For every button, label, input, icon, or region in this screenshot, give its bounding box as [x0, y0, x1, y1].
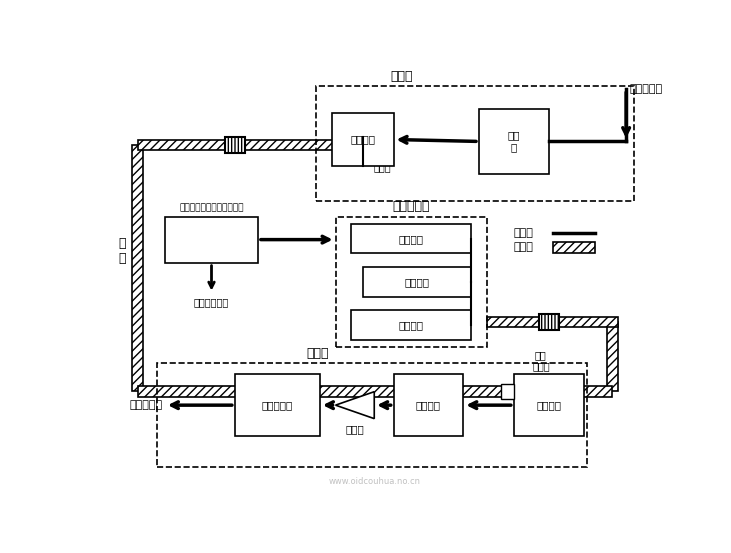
Text: 信号识别器: 信号识别器 [262, 400, 293, 410]
Bar [316, 86, 634, 201]
Text: 接收端: 接收端 [307, 347, 329, 360]
Bar [514, 374, 583, 436]
Text: 电再生器: 电再生器 [404, 277, 429, 287]
Text: 电端
机: 电端 机 [507, 131, 520, 152]
Bar [539, 314, 558, 330]
Bar [393, 374, 463, 436]
Text: 光接收机: 光接收机 [416, 400, 441, 410]
Bar [165, 217, 211, 263]
Text: www.oidcouhua.no.cn: www.oidcouhua.no.cn [328, 477, 420, 486]
Text: 光纤连接头: 光纤连接头 [344, 123, 374, 133]
Text: 光收发合一器及光束代换器: 光收发合一器及光束代换器 [179, 204, 243, 213]
Text: 信号
判决器: 信号 判决器 [532, 349, 550, 371]
Text: 再生中继器: 再生中继器 [393, 200, 430, 213]
Bar [332, 113, 393, 166]
Bar [351, 310, 471, 340]
Bar [336, 217, 487, 347]
Text: 光发送机: 光发送机 [350, 134, 375, 144]
Text: 光
缆: 光 缆 [118, 237, 126, 265]
Text: 光放大器: 光放大器 [536, 400, 561, 410]
Bar [157, 363, 588, 467]
Bar [165, 217, 258, 263]
Bar [553, 242, 595, 253]
Bar [138, 386, 612, 397]
Polygon shape [336, 392, 374, 419]
Text: 电信号输出: 电信号输出 [129, 400, 163, 410]
Text: 电信号: 电信号 [514, 228, 534, 238]
Text: 光收发机: 光收发机 [398, 234, 423, 244]
Text: 电信号输入: 电信号输入 [630, 85, 663, 95]
Bar [235, 374, 320, 436]
Bar [363, 267, 471, 296]
Bar [138, 139, 390, 150]
Text: 光信号: 光信号 [514, 242, 534, 252]
Text: 障碍定位设备: 障碍定位设备 [194, 298, 229, 307]
Bar [487, 317, 618, 327]
Bar [132, 145, 143, 392]
Bar [376, 137, 387, 153]
Bar [501, 384, 514, 399]
Text: 放大器: 放大器 [346, 424, 364, 435]
Bar [607, 322, 618, 392]
Text: 光发送机: 光发送机 [398, 320, 423, 330]
Bar [224, 137, 245, 153]
Bar [479, 109, 549, 174]
Text: 连接器: 连接器 [374, 162, 391, 172]
Text: 发射端: 发射端 [390, 70, 412, 82]
Bar [351, 224, 471, 253]
